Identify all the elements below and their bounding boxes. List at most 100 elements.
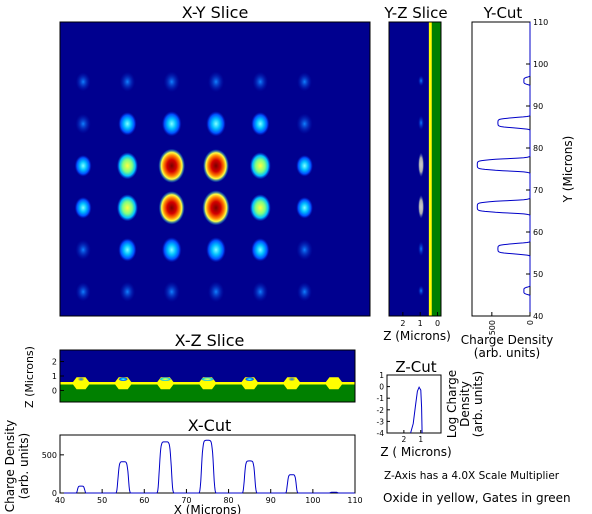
xy-spot [202,190,230,226]
xy-spot [74,197,92,219]
xcut-xtick-label: 50 [97,496,107,505]
xz-spot [288,377,296,382]
xz-spot [244,377,255,382]
xz-gate-oxide [324,377,343,390]
xz-slice-title: X-Z Slice [175,331,245,350]
xy-spot [118,238,137,262]
xcut-xtick-label: 80 [223,496,233,505]
xz-gate-oxide [240,377,259,390]
xy-spot [296,239,313,261]
xy-spot [119,281,136,302]
xy-spot [296,155,313,177]
xy-spot [297,72,312,92]
yz-spot [418,75,425,87]
ycut-line [476,22,531,316]
xy-spot [163,281,180,303]
ycut-title: Y-Cut [483,4,523,22]
zcut-ytick-label: -3 [377,417,385,426]
xcut-line [60,439,355,494]
xcut-frame [59,434,356,494]
xy-spot [206,237,226,263]
xz-spot [200,377,215,382]
xy-spot [158,148,186,183]
yz-xtick-label: 1 [418,319,423,328]
ycut-ytick-label: 60 [533,228,543,237]
xy-spot [161,237,182,263]
zcut-ytick-label: -1 [377,394,385,403]
xy-spot [206,111,226,137]
xcut-title: X-Cut [188,416,232,435]
xy-spot [118,112,137,136]
xy-spot [203,149,229,183]
xy-spot [296,197,313,219]
xy-spot [158,191,185,225]
ycut-ytick-label: 50 [533,270,543,279]
xy-spot [163,71,180,93]
xy-spot [252,281,268,302]
zcut-xtick-label: 1 [418,435,423,444]
yz-xlabel: Z (Microns) [383,329,451,343]
xz-ytick-label: 2 [52,358,57,367]
xz-spot [118,377,129,382]
yz-spot [418,115,425,131]
ycut-ytick-label: 110 [533,18,548,27]
xz-spot [159,377,172,382]
xz-ytick-label: 1 [52,372,57,381]
xz-gate-layer [60,383,355,402]
ycut-ytick-label: 90 [533,102,543,111]
xy-spot [116,152,138,180]
xy-spot [297,282,312,302]
yz-gate-layer [431,22,441,316]
xz-gate-oxide [72,377,91,390]
xy-slice-frame [59,21,371,317]
yz-spot [418,152,425,177]
xy-spot [116,194,138,222]
legend-note: Oxide in yellow, Gates in green [383,491,571,505]
ycut-ylabel: Y (Microns) [561,136,575,204]
zcut-ytick-label: 1 [379,371,384,380]
xy-spot [207,71,225,93]
yz-slice-frame [388,21,442,317]
xy-spot [207,281,225,303]
xy-slice-title: X-Y Slice [182,3,249,22]
zcut-title: Z-Cut [395,358,436,376]
xy-spot [251,238,270,262]
zcut-line [410,386,423,434]
xz-gate-oxide [282,377,301,390]
xy-spot [74,155,92,177]
xy-spot [75,282,91,302]
xz-spot [77,377,85,382]
xy-spot [249,152,271,180]
xz-gate-oxide [114,377,133,390]
xcut-ytick-label: 0 [52,489,57,498]
xcut-xtick-label: 60 [139,496,149,505]
xy-spot [249,194,271,222]
yz-xtick-label: 2 [400,319,405,328]
xy-spot [75,113,91,134]
ycut-ytick-label: 40 [533,312,543,321]
xy-spot [296,113,313,135]
yz-slice-title: Y-Z Slice [383,4,447,22]
zcut-ytick-label: 0 [379,383,384,392]
xy-spot [251,112,270,136]
zcut-ylabel: Log ChargeDensity(arb. units) [445,370,485,438]
xcut-xtick-label: 100 [305,496,320,505]
yz-oxide-layer [428,22,432,316]
xcut-xtick-label: 70 [181,496,191,505]
zcut-frame [386,374,442,434]
yz-spot [418,285,425,297]
xy-spot [252,71,268,92]
yz-spot [418,195,425,219]
zcut-xtick-label: 2 [401,435,406,444]
zcut-ytick-label: -4 [377,429,385,438]
yz-spot [418,241,425,257]
ycut-ytick-label: 70 [533,186,543,195]
xy-spot [75,239,91,260]
xcut-xtick-label: 40 [55,496,65,505]
zcut-ytick-label: -2 [377,406,385,415]
xz-ytick-label: 0 [52,386,57,395]
xcut-xtick-label: 90 [266,496,276,505]
xz-ylabel: Z (Microns) [23,346,36,408]
xcut-ylabel: Charge Density(arb. units) [3,420,31,513]
